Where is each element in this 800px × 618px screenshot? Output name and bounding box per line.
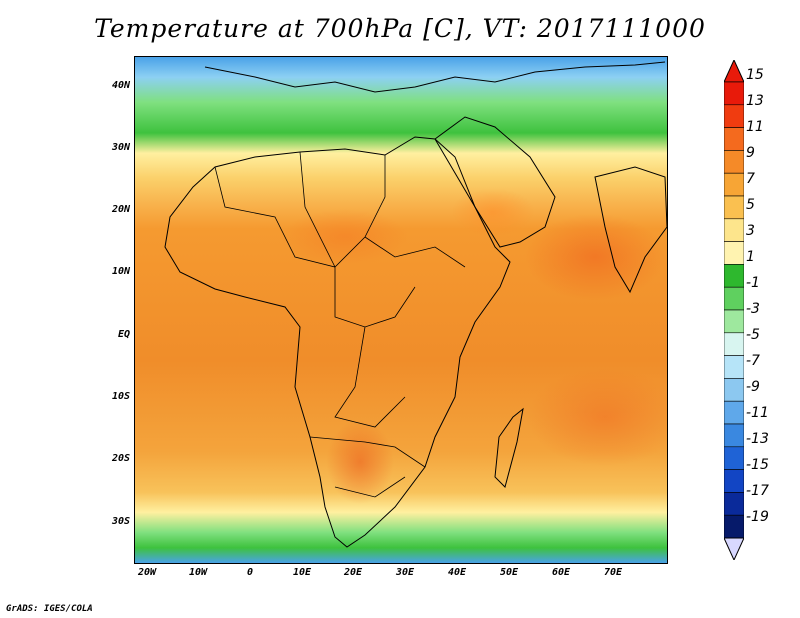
colorbar-swatch	[724, 400, 744, 425]
colorbar-swatch	[724, 81, 744, 106]
colorbar-label: 13	[746, 93, 764, 110]
x-tick-label: 10W	[188, 567, 208, 578]
y-tick-label: 10N	[111, 266, 130, 277]
colorbar-swatch	[724, 469, 744, 493]
arabia-coastline	[434, 116, 556, 248]
colorbar-label: -17	[746, 483, 769, 500]
colorbar-swatch	[724, 514, 744, 539]
colorbar-swatch	[724, 127, 744, 151]
madagascar-coastline	[494, 407, 524, 488]
colorbar	[724, 60, 744, 560]
colorbar-swatch	[724, 195, 744, 220]
india-coastline	[594, 166, 667, 294]
colorbar-label: 3	[746, 223, 755, 240]
africa-coastline	[164, 136, 511, 548]
colorbar-swatch	[724, 492, 744, 516]
colorbar-label: -9	[746, 379, 760, 396]
x-tick-label: 60E	[551, 567, 571, 578]
europe-coastline	[204, 61, 666, 93]
y-tick-label: EQ	[117, 329, 130, 340]
x-tick-label: 0	[246, 567, 254, 578]
map-title: Temperature at 700hPa [C], VT: 201711100…	[94, 14, 706, 43]
country-borders	[214, 151, 466, 498]
colorbar-swatch	[724, 286, 744, 311]
colorbar-label: -3	[746, 301, 760, 318]
colorbar-label: -13	[746, 431, 769, 448]
y-tick-label: 30N	[111, 142, 130, 153]
colorbar-swatch	[724, 309, 744, 334]
x-tick-label: 10E	[292, 567, 312, 578]
colorbar-swatch	[724, 241, 744, 265]
colorbar-label: -19	[746, 509, 769, 526]
colorbar-label: 1	[746, 249, 755, 266]
colorbar-bottom-triangle	[724, 537, 744, 560]
y-tick-label: 20S	[111, 453, 130, 464]
temperature-map	[134, 56, 668, 564]
colorbar-swatch	[724, 355, 744, 379]
colorbar-label: 5	[746, 197, 755, 214]
y-tick-label: 20N	[111, 204, 130, 215]
y-tick-label: 30S	[111, 516, 130, 527]
colorbar-swatch	[724, 172, 744, 197]
x-tick-label: 70E	[603, 567, 623, 578]
x-tick-label: 40E	[447, 567, 467, 578]
colorbar-top-triangle	[724, 60, 744, 83]
colorbar-label: 9	[746, 145, 755, 162]
y-tick-label: 10S	[111, 391, 130, 402]
x-tick-label: 50E	[499, 567, 519, 578]
colorbar-label: 15	[746, 67, 764, 83]
colorbar-label: -7	[746, 353, 760, 370]
colorbar-swatch	[724, 218, 744, 242]
coastline-overlay	[164, 61, 667, 548]
colorbar-swatch	[724, 104, 744, 128]
x-tick-label: 30E	[395, 567, 415, 578]
colorbar-label: -5	[746, 327, 760, 344]
colorbar-swatch	[724, 423, 744, 448]
colorbar-label: -15	[746, 457, 769, 474]
colorbar-swatch	[724, 378, 744, 402]
colorbar-swatch	[724, 150, 744, 174]
colorbar-label: 7	[746, 171, 755, 188]
colorbar-swatch	[724, 332, 744, 356]
colorbar-swatch	[724, 446, 744, 470]
x-tick-label: 20W	[137, 567, 157, 578]
colorbar-label: 11	[746, 119, 764, 136]
colorbar-label: -11	[746, 405, 769, 422]
colorbar-swatch	[724, 264, 744, 288]
grads-credit: GrADS: IGES/COLA	[6, 604, 93, 614]
y-tick-label: 40N	[111, 80, 130, 91]
x-tick-label: 20E	[343, 567, 363, 578]
colorbar-label: -1	[746, 275, 760, 292]
